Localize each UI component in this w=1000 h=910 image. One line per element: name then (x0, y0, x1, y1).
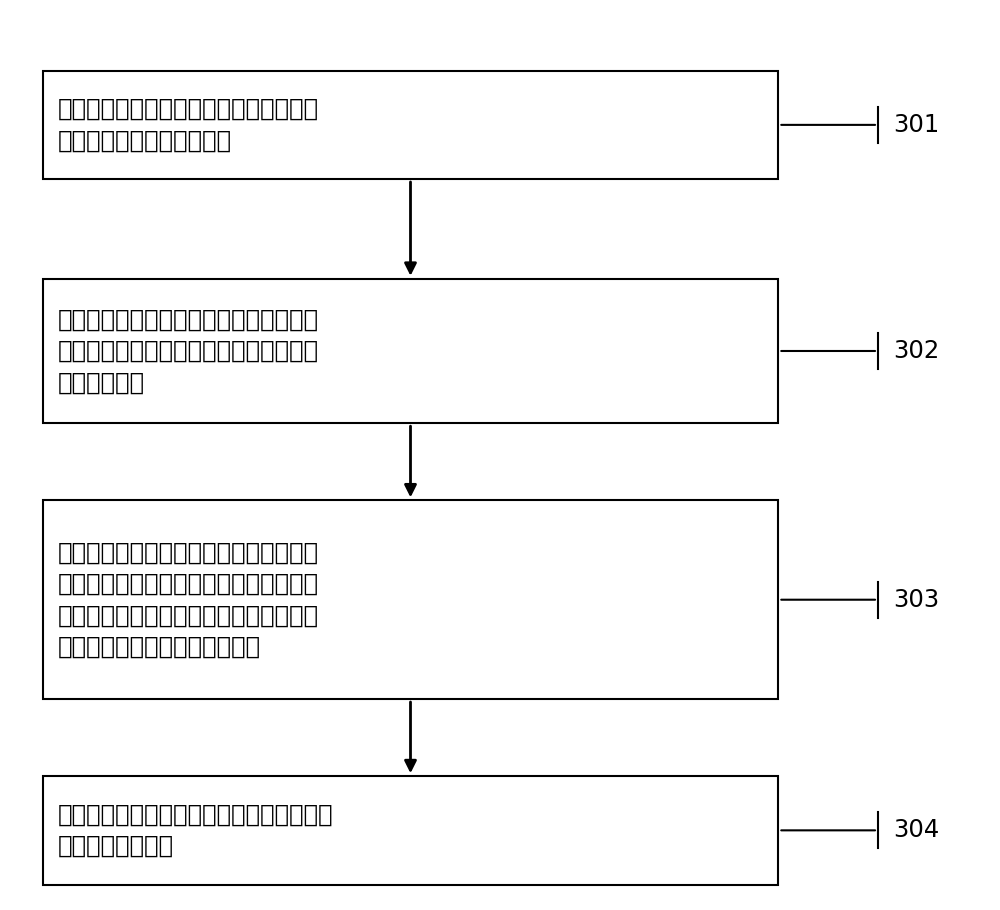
FancyBboxPatch shape (43, 278, 778, 423)
Text: 控制计算机控制天线转台旋转待测天线，
原子微波电场计再依次控制棱镜型原子天
线探头完成各个接收通道的数据采集，最
终完成三维球面近场数据的采集: 控制计算机控制天线转台旋转待测天线， 原子微波电场计再依次控制棱镜型原子天 线探… (57, 541, 318, 659)
Text: 将采集到的球面近场数据进行近远场转换，
得到三维远场数据: 将采集到的球面近场数据进行近远场转换， 得到三维远场数据 (57, 803, 333, 858)
Text: 原子微波电场计提供激光给原子探头阵列
使其产生电磁诱导透明窗口: 原子微波电场计提供激光给原子探头阵列 使其产生电磁诱导透明窗口 (57, 97, 318, 153)
Text: 303: 303 (893, 588, 939, 612)
Text: 304: 304 (893, 818, 939, 843)
FancyBboxPatch shape (43, 501, 778, 699)
Text: 301: 301 (893, 113, 939, 136)
Text: 待测天线发射信号，原子微波电场计依次
控制棱镜型原子天线探头完成各个接收通
道的数据采集: 待测天线发射信号，原子微波电场计依次 控制棱镜型原子天线探头完成各个接收通 道的… (57, 308, 318, 395)
Text: 302: 302 (893, 339, 939, 363)
FancyBboxPatch shape (43, 776, 778, 885)
FancyBboxPatch shape (43, 71, 778, 179)
